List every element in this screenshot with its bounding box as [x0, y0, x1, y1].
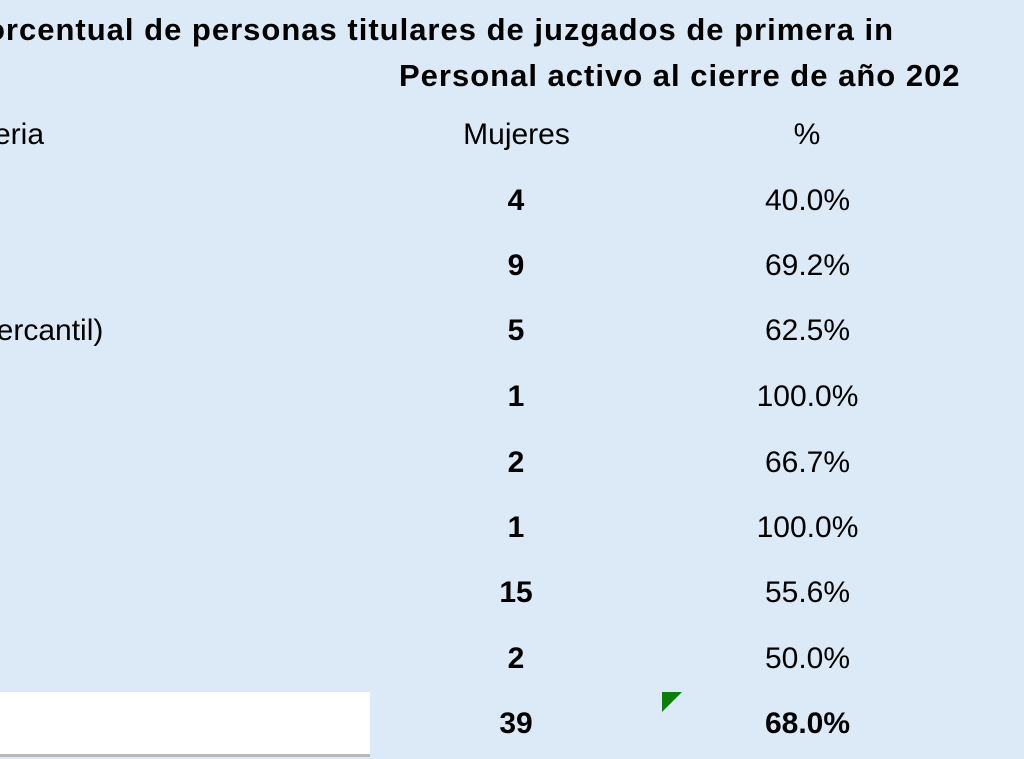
mujeres-cell[interactable]: 1	[507, 511, 525, 544]
formula-error-indicator-icon[interactable]	[662, 692, 682, 712]
percent-cell[interactable]: 40.0%	[764, 184, 851, 217]
table-row: 15 55.6%	[0, 560, 1024, 625]
table-title-line-1: orcentual de personas titulares de juzga…	[0, 12, 895, 47]
column-header-materia[interactable]: eria	[0, 118, 45, 151]
mujeres-cell[interactable]: 15	[499, 576, 533, 609]
table-row: 4 40.0%	[0, 168, 1024, 233]
table-row: 9 69.2%	[0, 233, 1024, 298]
percent-cell[interactable]: 50.0%	[764, 642, 851, 675]
mujeres-cell[interactable]: 9	[507, 249, 525, 282]
percent-cell[interactable]: 66.7%	[764, 446, 851, 479]
total-mujeres-cell[interactable]: 39	[499, 707, 533, 740]
percent-cell[interactable]: 55.6%	[764, 576, 851, 609]
percent-cell[interactable]: 100.0%	[756, 511, 859, 544]
total-label-cell[interactable]	[0, 692, 370, 754]
mujeres-cell[interactable]: 5	[507, 314, 525, 347]
materia-cell[interactable]: lercantil)	[0, 314, 104, 347]
mujeres-cell[interactable]: 2	[507, 446, 525, 479]
table-row: 2 50.0%	[0, 626, 1024, 691]
total-percent-cell[interactable]: 68.0%	[764, 707, 851, 740]
table-row: 1 100.0%	[0, 495, 1024, 560]
table-row: lercantil) 5 62.5%	[0, 298, 1024, 363]
column-header-percent[interactable]: %	[793, 118, 821, 151]
total-row: 39 68.0%	[0, 691, 1024, 756]
mujeres-cell[interactable]: 1	[507, 380, 525, 413]
percent-cell[interactable]: 69.2%	[764, 249, 851, 282]
mujeres-cell[interactable]: 2	[507, 642, 525, 675]
table-title-line-2: Personal activo al cierre de año 202	[399, 58, 961, 93]
table-row: 2 66.7%	[0, 430, 1024, 495]
total-cell-border	[0, 754, 370, 757]
percent-cell[interactable]: 100.0%	[756, 380, 859, 413]
percent-cell[interactable]: 62.5%	[764, 314, 851, 347]
column-header-mujeres[interactable]: Mujeres	[463, 118, 570, 151]
table-row: 1 100.0%	[0, 364, 1024, 429]
mujeres-cell[interactable]: 4	[507, 184, 525, 217]
